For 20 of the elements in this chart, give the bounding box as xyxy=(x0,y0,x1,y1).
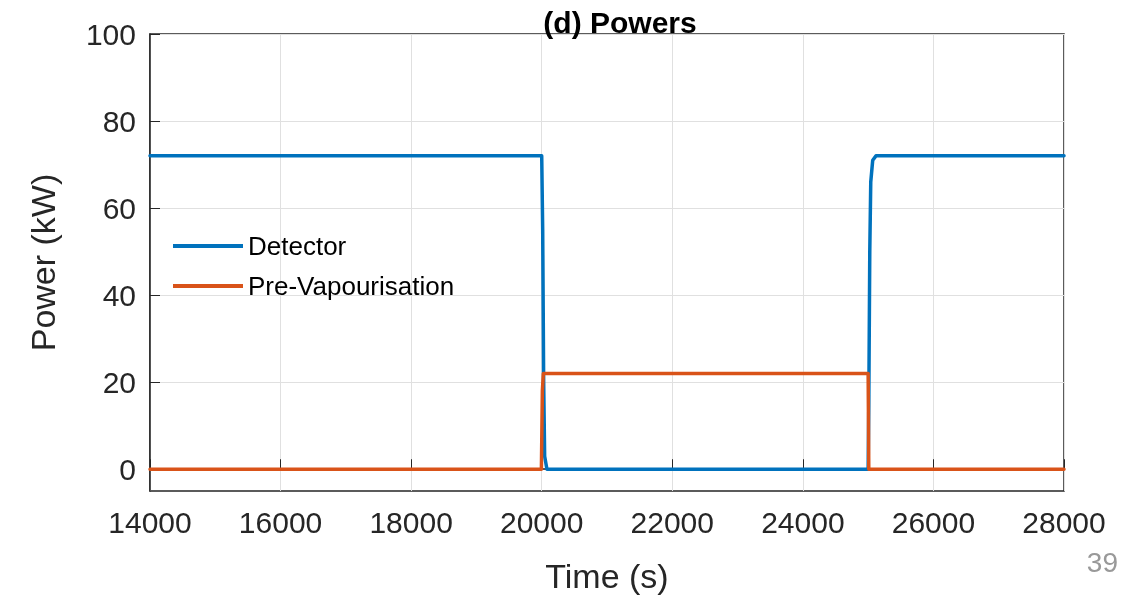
x-tick-label: 14000 xyxy=(108,505,192,539)
x-tick-label: 18000 xyxy=(369,505,453,539)
y-tick-label: 100 xyxy=(85,17,136,51)
x-tick-label: 20000 xyxy=(500,505,584,539)
text: 39 xyxy=(1086,546,1119,578)
x-tick-label: 22000 xyxy=(630,505,714,539)
y-tick-label: 40 xyxy=(102,278,136,312)
chart-title: (d) Powers xyxy=(543,5,697,39)
x-tick-label: 26000 xyxy=(891,505,976,539)
y-tick-label: 60 xyxy=(102,191,136,225)
legend-label: Pre-Vapourisation xyxy=(248,271,455,301)
legend-label: Detector xyxy=(248,231,347,261)
y-tick-label: 20 xyxy=(102,365,136,399)
x-tick-label: 28000 xyxy=(1022,505,1106,539)
x-tick-label: 16000 xyxy=(238,505,323,539)
y-tick-label: 80 xyxy=(102,104,136,138)
y-tick-label: 0 xyxy=(119,452,136,486)
x-tick-label: 24000 xyxy=(761,505,845,539)
y-axis-title: Power (kW) xyxy=(24,173,62,352)
x-axis-title: Time (s) xyxy=(545,557,669,595)
